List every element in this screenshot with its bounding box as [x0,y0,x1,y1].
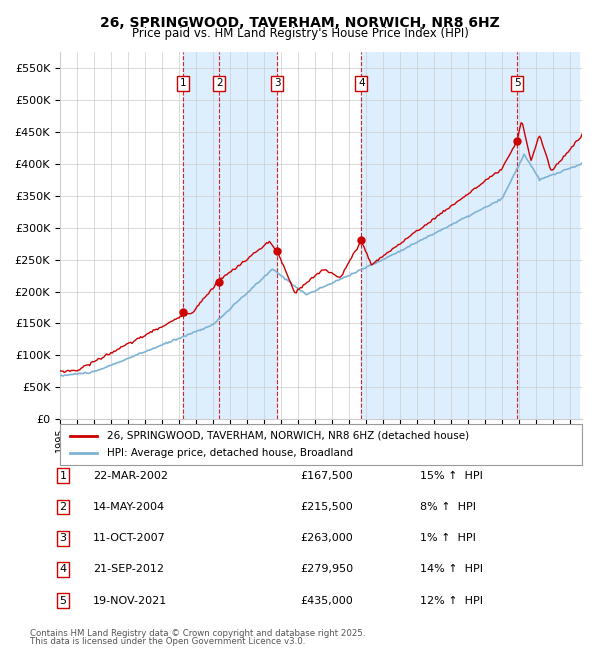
Text: £279,950: £279,950 [300,564,353,575]
Text: 1: 1 [59,471,67,481]
Text: 22-MAR-2002: 22-MAR-2002 [93,471,168,481]
Text: HPI: Average price, detached house, Broadland: HPI: Average price, detached house, Broa… [107,448,353,458]
Text: 11-OCT-2007: 11-OCT-2007 [93,533,166,543]
Text: 14% ↑  HPI: 14% ↑ HPI [420,564,483,575]
Text: 1% ↑  HPI: 1% ↑ HPI [420,533,476,543]
Text: 19-NOV-2021: 19-NOV-2021 [93,595,167,606]
Text: 26, SPRINGWOOD, TAVERHAM, NORWICH, NR8 6HZ (detached house): 26, SPRINGWOOD, TAVERHAM, NORWICH, NR8 6… [107,431,469,441]
Text: 15% ↑  HPI: 15% ↑ HPI [420,471,483,481]
Text: 21-SEP-2012: 21-SEP-2012 [93,564,164,575]
Text: 4: 4 [59,564,67,575]
Text: 1: 1 [179,78,186,88]
Text: Price paid vs. HM Land Registry's House Price Index (HPI): Price paid vs. HM Land Registry's House … [131,27,469,40]
Bar [220,52,277,419]
Text: 2: 2 [59,502,67,512]
Text: 3: 3 [59,533,67,543]
Text: This data is licensed under the Open Government Licence v3.0.: This data is licensed under the Open Gov… [30,636,305,645]
Text: £263,000: £263,000 [300,533,353,543]
Text: 14-MAY-2004: 14-MAY-2004 [93,502,165,512]
Text: 8% ↑  HPI: 8% ↑ HPI [420,502,476,512]
Text: 5: 5 [59,595,67,606]
Text: £215,500: £215,500 [300,502,353,512]
Bar [183,52,220,419]
Text: £167,500: £167,500 [300,471,353,481]
Text: 3: 3 [274,78,281,88]
Bar [361,52,517,419]
Text: 12% ↑  HPI: 12% ↑ HPI [420,595,483,606]
Text: 26, SPRINGWOOD, TAVERHAM, NORWICH, NR8 6HZ: 26, SPRINGWOOD, TAVERHAM, NORWICH, NR8 6… [100,16,500,31]
Text: 5: 5 [514,78,520,88]
Text: Contains HM Land Registry data © Crown copyright and database right 2025.: Contains HM Land Registry data © Crown c… [30,629,365,638]
Bar [517,52,578,419]
Text: 2: 2 [216,78,223,88]
Text: £435,000: £435,000 [300,595,353,606]
Text: 4: 4 [358,78,365,88]
